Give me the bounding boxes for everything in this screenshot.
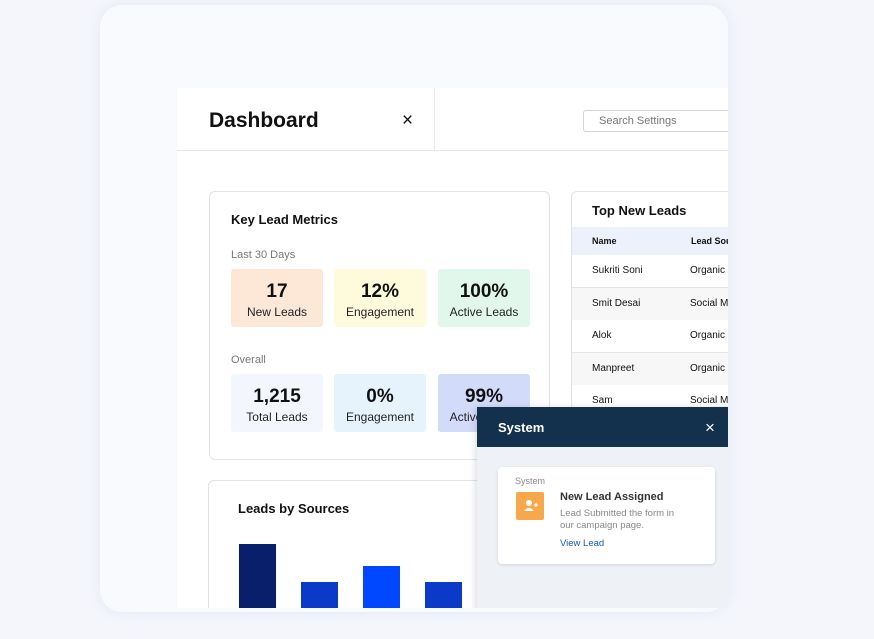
metric-tile: 0% Engagement	[334, 374, 426, 432]
lead-source: Organic	[690, 330, 726, 341]
metric-label: New Leads	[246, 305, 308, 319]
metric-value: 12%	[360, 281, 400, 302]
lead-name: Manpreet	[592, 362, 635, 374]
view-lead-link[interactable]: View Lead	[560, 538, 605, 549]
metric-tile: 100% Active Leads	[438, 269, 530, 327]
close-button[interactable]: ×	[705, 418, 715, 437]
group-label: Last 30 Days	[231, 249, 296, 261]
notification-message: Lead Submitted the form in our campaign …	[560, 508, 675, 531]
table-header: Name Lead Source	[572, 227, 728, 255]
lead-name: Smit Desai	[592, 297, 641, 309]
metric-label: Total Leads	[246, 410, 308, 424]
metric-value: 0%	[366, 386, 394, 407]
lead-name: Alok	[592, 330, 612, 341]
top-leads-card: Top New Leads Name Lead Source Sukriti S…	[571, 191, 728, 411]
divider	[434, 88, 435, 150]
lead-source: Social Media	[690, 297, 728, 309]
leads-by-sources-card: Leads by Sources	[208, 480, 508, 608]
card-title: Key Lead Metrics	[231, 212, 338, 227]
lead-name: Sam	[592, 395, 613, 406]
key-metrics-card: Key Lead Metrics Last 30 Days 17 New Leads…	[209, 191, 550, 460]
divider	[177, 150, 728, 151]
table-row: Sam Social Media	[572, 385, 728, 410]
metric-value: 17	[266, 281, 288, 302]
bar	[301, 582, 338, 608]
notification-card: System New Lead Assigned Lead Submitted …	[498, 467, 715, 564]
icon	[524, 500, 538, 511]
metric-label: Active Leads	[449, 305, 519, 319]
group-label: Overall	[231, 354, 266, 366]
close-button[interactable]: ×	[402, 110, 414, 131]
bar	[425, 582, 462, 608]
table-row: Sukriti Soni Organic	[572, 255, 728, 288]
metric-label: Engagement	[345, 305, 415, 319]
bar	[239, 544, 276, 608]
dashboard-title: Dashboard	[209, 109, 319, 132]
metric-value: 1,215	[253, 386, 301, 407]
notification-title: New Lead Assigned	[560, 491, 664, 503]
lead-source: Social Media	[690, 395, 728, 406]
metric-tile: 12% Engagement	[334, 269, 426, 327]
lead-source: Organic	[690, 265, 726, 276]
dashboard-panel: Dashboard × Search Settings Key Lead Met…	[177, 88, 728, 608]
metric-value: 100%	[459, 281, 509, 302]
lead-name: Sukriti Soni	[592, 265, 643, 276]
metric-label: Engagement	[345, 410, 415, 424]
card-title: Top New Leads	[592, 203, 687, 218]
metric-tile: 17 New Leads	[231, 269, 323, 327]
search-input[interactable]: Search Settings	[583, 110, 728, 132]
metric-value: 99%	[464, 386, 504, 407]
column-header: Lead Source	[691, 236, 728, 246]
system-title: System	[498, 420, 545, 435]
lead-icon	[516, 492, 544, 520]
card-title: Leads by Sources	[238, 501, 350, 516]
notification-category: System	[515, 476, 546, 486]
system-header: System ×	[477, 407, 728, 447]
bar	[363, 566, 400, 608]
system-panel: System × System New Lead Assigned Lead S…	[477, 407, 728, 608]
table-row: Smit Desai Social Media	[572, 287, 728, 321]
column-header: Name	[592, 236, 617, 246]
metric-tile: 1,215 Total Leads	[231, 374, 323, 432]
lead-source: Organic	[690, 362, 726, 374]
table-row: Alok Organic	[572, 320, 728, 353]
table-row: Manpreet Organic	[572, 352, 728, 386]
